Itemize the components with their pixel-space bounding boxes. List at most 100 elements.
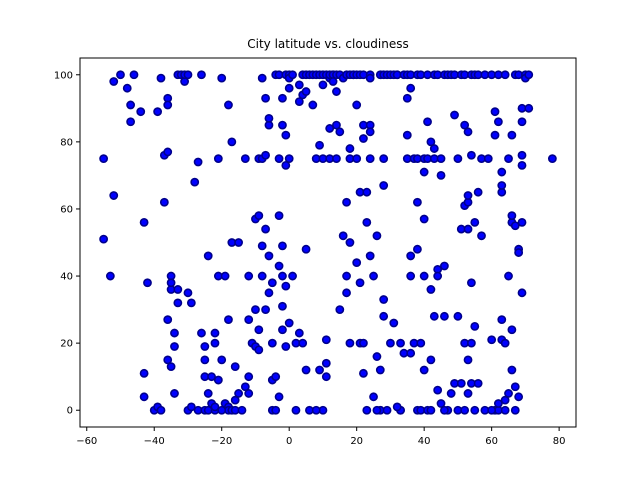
data-point [257, 271, 267, 281]
data-point [217, 355, 227, 365]
data-point [166, 362, 176, 372]
data-point [197, 70, 206, 80]
data-point [456, 378, 466, 388]
data-point [365, 127, 375, 137]
data-point [139, 368, 149, 378]
data-point [288, 70, 297, 80]
data-point [308, 100, 318, 110]
data-point [426, 285, 436, 294]
data-point [419, 365, 429, 375]
data-point [426, 137, 436, 147]
data-point [288, 271, 297, 281]
x-tick-label: 40 [418, 436, 431, 447]
data-point [507, 325, 517, 335]
data-point [261, 224, 270, 234]
data-point [170, 328, 179, 338]
data-point [372, 405, 382, 415]
data-point [433, 271, 443, 281]
data-point [251, 305, 260, 314]
data-point [426, 355, 436, 365]
data-point [332, 154, 341, 164]
data-point [514, 392, 524, 402]
data-point [386, 338, 395, 348]
data-point [359, 368, 368, 378]
data-point [487, 335, 497, 345]
data-point [396, 338, 405, 348]
data-point [379, 311, 389, 321]
x-tick-label: −60 [76, 436, 97, 447]
data-point [261, 93, 270, 103]
data-point [362, 405, 372, 415]
data-point [230, 362, 240, 372]
data-point [294, 97, 304, 107]
data-point [379, 295, 389, 304]
data-point [183, 70, 193, 80]
data-point [99, 234, 109, 244]
x-tick-label: 80 [553, 436, 566, 447]
data-point [389, 318, 399, 328]
data-point [483, 154, 493, 164]
data-point [406, 271, 416, 281]
data-point [369, 392, 378, 402]
data-point [372, 231, 382, 241]
data-point [136, 107, 146, 117]
data-point [284, 318, 294, 328]
data-point [210, 402, 220, 412]
data-point [493, 399, 503, 408]
data-point [278, 241, 287, 251]
data-point [450, 110, 459, 120]
plot-frame [79, 57, 577, 428]
data-point [359, 134, 368, 143]
data-point [500, 338, 510, 348]
data-point [433, 385, 443, 395]
data-point [500, 70, 510, 80]
data-point [109, 77, 119, 86]
data-point [365, 251, 375, 261]
data-point [301, 87, 311, 96]
data-point [477, 231, 486, 241]
data-point [227, 137, 237, 147]
data-point [126, 117, 136, 127]
data-point [345, 144, 355, 153]
data-point [406, 348, 416, 358]
data-point [220, 271, 230, 281]
data-point [210, 328, 220, 338]
data-point [490, 107, 500, 117]
data-point [328, 77, 338, 86]
data-point [203, 251, 213, 261]
data-point [240, 154, 250, 164]
data-point [419, 214, 429, 224]
data-point [497, 181, 507, 190]
data-point [453, 154, 463, 164]
x-tick-label: −20 [211, 436, 232, 447]
data-point [335, 305, 345, 314]
data-point [217, 73, 227, 83]
data-point [264, 113, 274, 123]
data-point [342, 288, 351, 298]
data-point [352, 154, 362, 164]
data-point [126, 100, 136, 110]
data-point [284, 154, 294, 164]
data-point [301, 365, 311, 375]
data-point [402, 93, 412, 103]
data-point [365, 154, 375, 164]
data-point [203, 389, 213, 398]
data-point [345, 338, 355, 348]
data-point [278, 301, 287, 311]
data-point [497, 315, 507, 325]
data-point [504, 389, 513, 398]
data-point [257, 73, 267, 83]
data-point [362, 217, 372, 227]
data-point [264, 288, 274, 298]
data-point [281, 342, 291, 351]
data-point [217, 405, 227, 415]
data-point [466, 278, 476, 288]
data-point [470, 217, 480, 227]
x-tick-label: −40 [144, 436, 165, 447]
data-point [453, 311, 463, 321]
data-point [510, 221, 520, 231]
data-point [186, 402, 196, 412]
data-point [362, 187, 372, 197]
